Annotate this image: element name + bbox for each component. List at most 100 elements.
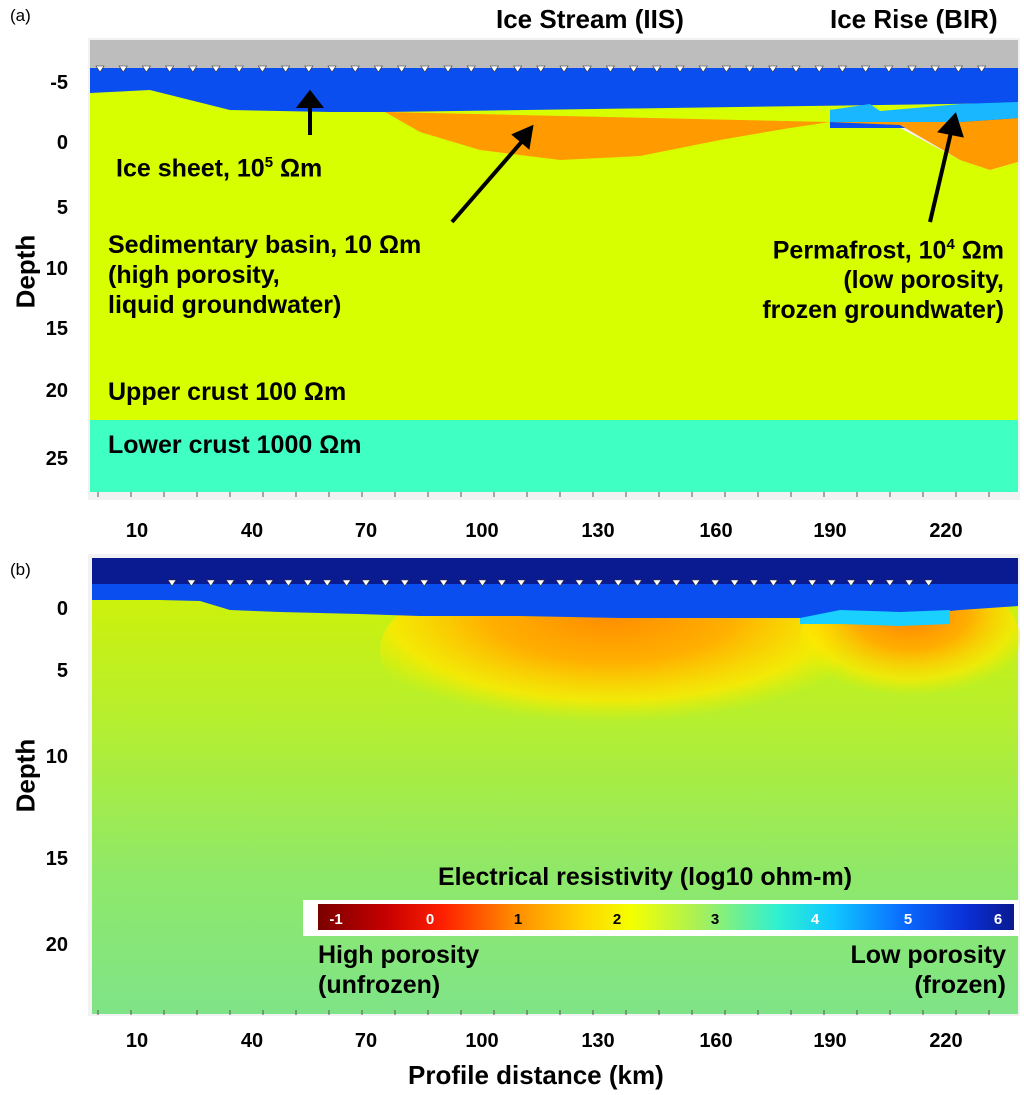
station-marker <box>257 65 267 73</box>
station-marker <box>186 579 196 587</box>
x-tick-label: 130 <box>581 520 615 542</box>
permafrost-layer <box>830 102 1018 122</box>
station-marker <box>953 65 963 73</box>
x-tick-label: 190 <box>813 1030 847 1052</box>
x-tick-label: 100 <box>465 520 499 542</box>
station-marker <box>791 65 801 73</box>
station-marker <box>827 579 837 587</box>
colorbar <box>318 904 1014 930</box>
station-marker <box>342 579 352 587</box>
station-marker <box>211 65 221 73</box>
station-marker <box>167 579 177 587</box>
station-marker <box>788 579 798 587</box>
station-marker <box>322 579 332 587</box>
colorbar-tick-label: 6 <box>994 911 1002 928</box>
station-marker <box>283 579 293 587</box>
colorbar-tick-label: 3 <box>711 911 719 928</box>
station-marker <box>698 65 708 73</box>
y-tick-label: 20 <box>45 380 68 402</box>
high-porosity-label: High porosity (unfrozen) <box>318 941 480 999</box>
station-marker <box>594 579 604 587</box>
x-tick-label: 70 <box>354 520 378 542</box>
station-marker <box>489 65 499 73</box>
x-tick-label: 10 <box>125 520 149 542</box>
colorbar-tick-label: 5 <box>904 911 912 928</box>
ice-top-dark <box>92 558 1018 584</box>
y-tick-label: -5 <box>50 72 68 94</box>
station-marker <box>225 579 235 587</box>
y-tick-label: 0 <box>56 598 68 620</box>
x-tick-label: 100 <box>465 1030 499 1052</box>
station-marker <box>373 65 383 73</box>
y-tick-label: 10 <box>45 746 68 768</box>
station-marker <box>477 579 487 587</box>
station-marker <box>865 579 875 587</box>
station-marker <box>904 579 914 587</box>
station-marker <box>141 65 151 73</box>
x-tick-label: 220 <box>929 1030 963 1052</box>
station-marker <box>165 65 175 73</box>
station-marker <box>730 579 740 587</box>
sediment-arrow <box>450 136 527 224</box>
station-marker <box>118 65 128 73</box>
station-marker <box>745 65 755 73</box>
sedimentary-basin <box>385 104 1018 170</box>
x-tick-label: 70 <box>354 1030 378 1052</box>
upper-crust-label: Upper crust 100 Ωm <box>108 378 347 406</box>
station-marker <box>536 579 546 587</box>
station-marker <box>721 65 731 73</box>
station-marker <box>768 65 778 73</box>
station-marker <box>439 579 449 587</box>
station-marker <box>206 579 216 587</box>
x-tick-label: 160 <box>699 1030 733 1052</box>
sedimentary-label: Sedimentary basin, 10 Ωm (high porosity,… <box>108 231 422 319</box>
x-tick-label: 10 <box>125 1030 149 1052</box>
station-marker <box>924 579 934 587</box>
station-marker <box>884 65 894 73</box>
station-marker <box>861 65 871 73</box>
ice-stream-header: Ice Stream (IIS) <box>496 4 684 34</box>
station-marker <box>691 579 701 587</box>
station-marker <box>443 65 453 73</box>
station-marker <box>536 65 546 73</box>
x-tick-label: 130 <box>581 1030 615 1052</box>
x-axis-label: Profile distance (km) <box>408 1060 664 1090</box>
y-tick-label: 5 <box>56 660 68 682</box>
ice-sheet-label: Ice sheet, 105 Ωm <box>116 154 323 183</box>
resistive-patch-b <box>800 610 950 626</box>
station-marker <box>281 65 291 73</box>
panel-b-letter: (b) <box>10 560 31 579</box>
station-marker <box>559 65 569 73</box>
air-layer <box>90 40 1018 68</box>
colorbar-ticks: -1 0 1 2 3 4 5 6 <box>329 911 1002 928</box>
station-marker <box>613 579 623 587</box>
station-marker <box>907 65 917 73</box>
station-markers-b <box>167 579 934 587</box>
lower-crust-layer <box>90 420 1018 492</box>
x-tick-label: 40 <box>240 1030 264 1052</box>
colorbar-title: Electrical resistivity (log10 ohm-m) <box>438 863 853 891</box>
station-marker <box>350 65 360 73</box>
station-marker <box>95 65 105 73</box>
station-marker <box>652 579 662 587</box>
station-marker <box>513 65 523 73</box>
panel-a-letter: (a) <box>10 6 31 25</box>
station-marker <box>188 65 198 73</box>
station-marker <box>633 579 643 587</box>
station-marker <box>497 579 507 587</box>
station-marker <box>574 579 584 587</box>
x-tick-label: 40 <box>240 520 264 542</box>
station-marker <box>397 65 407 73</box>
colorbar-tick-label: 0 <box>426 911 434 928</box>
colorbar-tick-label: 4 <box>811 911 820 928</box>
station-marker <box>361 579 371 587</box>
x-tick-label: 190 <box>813 520 847 542</box>
station-marker <box>977 65 987 73</box>
permafrost-label: Permafrost, 104 Ωm (low porosity, frozen… <box>762 236 1004 325</box>
station-marker <box>710 579 720 587</box>
station-marker <box>327 65 337 73</box>
colorbar-tick-label: 1 <box>514 911 522 928</box>
y-tick-label: 15 <box>45 848 68 870</box>
